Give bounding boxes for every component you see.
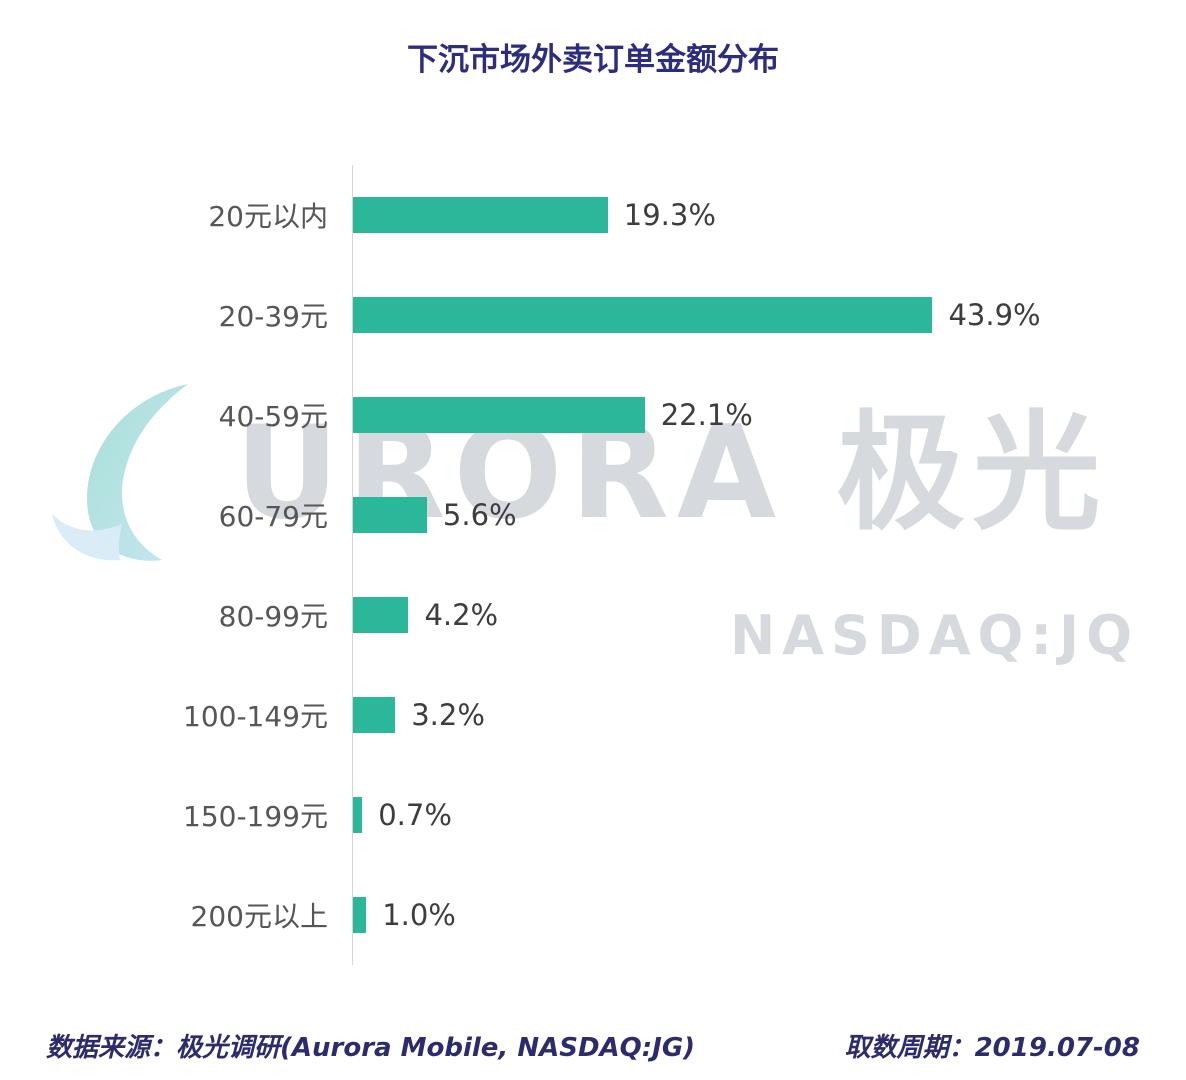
- chart-row: 200元以上 1.0%: [0, 865, 1186, 965]
- bar-area: 0.7%: [352, 765, 1186, 865]
- bar: [353, 797, 363, 833]
- page-title: 下沉市场外卖订单金额分布: [407, 42, 779, 78]
- bar-area: 5.6%: [352, 465, 1186, 565]
- value-label: 4.2%: [424, 598, 499, 632]
- bar: [353, 497, 427, 533]
- bar: [353, 397, 645, 433]
- chart-row: 80-99元 4.2%: [0, 565, 1186, 665]
- chart-row: 100-149元 3.2%: [0, 665, 1186, 765]
- footer: 数据来源：极光调研(Aurora Mobile, NASDAQ:JG) 取数周期…: [46, 1027, 1140, 1064]
- bar: [353, 697, 396, 733]
- category-label: 60-79元: [218, 500, 328, 533]
- category-label: 20-39元: [218, 300, 328, 333]
- value-label: 19.3%: [623, 198, 716, 232]
- data-period-text: 取数周期：2019.07-08: [844, 1033, 1140, 1063]
- category-label: 20元以内: [208, 200, 328, 233]
- category-label: 150-199元: [183, 800, 328, 833]
- bar-area: 4.2%: [352, 565, 1186, 665]
- chart-row: 150-199元 0.7%: [0, 765, 1186, 865]
- bar-area: 43.9%: [352, 265, 1186, 365]
- chart-row: 20元以内 19.3%: [0, 165, 1186, 265]
- data-source-text: 数据来源：极光调研(Aurora Mobile, NASDAQ:JG): [46, 1033, 696, 1063]
- bar: [353, 297, 933, 333]
- chart-row: 40-59元 22.1%: [0, 365, 1186, 465]
- bar: [353, 597, 409, 633]
- bar-area: 3.2%: [352, 665, 1186, 765]
- value-label: 3.2%: [411, 698, 485, 732]
- value-label: 1.0%: [382, 898, 456, 932]
- category-label: 40-59元: [218, 400, 328, 433]
- bar-area: 19.3%: [352, 165, 1186, 265]
- chart-row: 20-39元 43.9%: [0, 265, 1186, 365]
- category-label: 80-99元: [218, 600, 328, 633]
- value-label: 22.1%: [660, 398, 753, 432]
- bar: [353, 197, 608, 233]
- watermark-nasdaq-text: NASDAQ:JQ: [730, 604, 1139, 667]
- aurora-logo-icon: [30, 372, 245, 576]
- chart-rows: 20元以内 19.3% 20-39元 43.9% 40-59元 22.1% 60…: [0, 165, 1186, 965]
- value-label: 43.9%: [948, 298, 1041, 332]
- value-label: 0.7%: [378, 798, 452, 832]
- bar-area: 22.1%: [352, 365, 1186, 465]
- category-label: 200元以上: [190, 900, 328, 933]
- chart-row: 60-79元 5.6%: [0, 465, 1186, 565]
- bar: [353, 897, 367, 933]
- value-label: 5.6%: [442, 498, 517, 532]
- bar-area: 1.0%: [352, 865, 1186, 965]
- category-label: 100-149元: [183, 700, 328, 733]
